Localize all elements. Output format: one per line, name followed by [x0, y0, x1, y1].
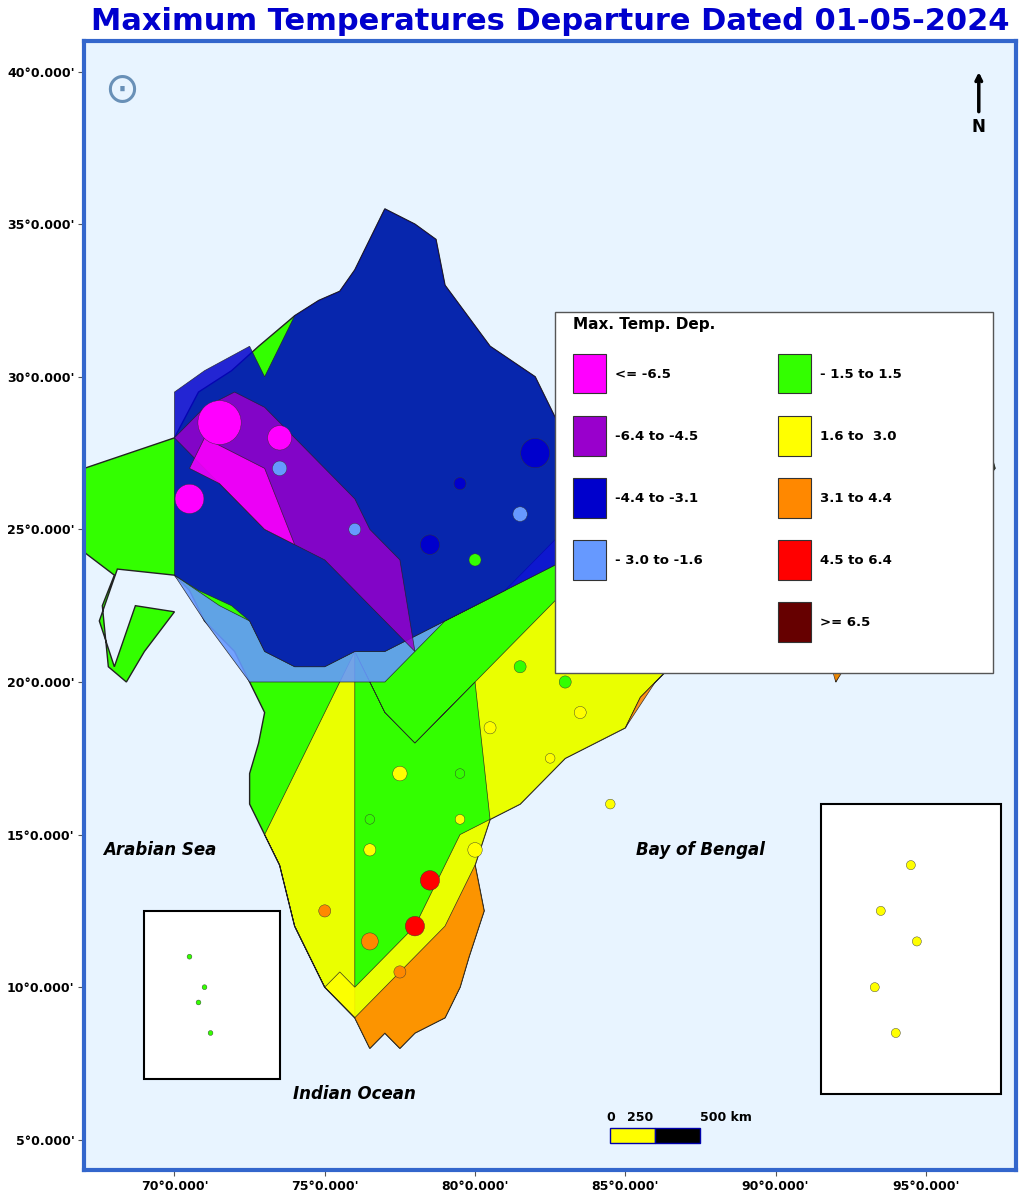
Text: N: N	[972, 118, 986, 136]
Circle shape	[634, 493, 647, 505]
Circle shape	[364, 844, 375, 856]
FancyBboxPatch shape	[779, 478, 811, 517]
Bar	[611, 1128, 656, 1142]
Text: Bay of Bengal: Bay of Bengal	[636, 841, 765, 859]
Circle shape	[521, 438, 549, 468]
Circle shape	[816, 524, 826, 534]
Circle shape	[361, 932, 379, 950]
Text: ⊙: ⊙	[104, 70, 139, 112]
Text: Max. Temp. Dep.: Max. Temp. Dep.	[574, 317, 716, 332]
Circle shape	[455, 815, 464, 824]
FancyBboxPatch shape	[574, 540, 606, 580]
Polygon shape	[265, 545, 791, 1018]
Circle shape	[484, 721, 496, 734]
Bar	[820, 804, 1002, 1094]
Polygon shape	[265, 820, 490, 1049]
Text: - 3.0 to -1.6: - 3.0 to -1.6	[616, 554, 703, 568]
Circle shape	[196, 1000, 201, 1004]
Polygon shape	[715, 575, 760, 620]
FancyBboxPatch shape	[779, 416, 811, 456]
Circle shape	[319, 905, 330, 917]
Circle shape	[455, 769, 464, 779]
Circle shape	[784, 476, 798, 491]
Circle shape	[197, 401, 241, 444]
Circle shape	[678, 599, 693, 613]
Circle shape	[875, 462, 887, 474]
FancyBboxPatch shape	[779, 354, 811, 394]
Circle shape	[268, 426, 292, 450]
Circle shape	[891, 1028, 900, 1038]
Circle shape	[861, 509, 871, 520]
FancyBboxPatch shape	[779, 540, 811, 580]
Circle shape	[619, 661, 631, 673]
Polygon shape	[175, 209, 746, 667]
Text: <= -6.5: <= -6.5	[616, 367, 671, 380]
Circle shape	[203, 985, 207, 990]
Circle shape	[208, 1031, 213, 1036]
Circle shape	[420, 535, 440, 554]
Text: 250: 250	[627, 1111, 654, 1124]
FancyBboxPatch shape	[779, 602, 811, 642]
Circle shape	[469, 554, 481, 566]
FancyBboxPatch shape	[574, 416, 606, 456]
Circle shape	[513, 506, 527, 522]
Circle shape	[545, 754, 555, 763]
Circle shape	[906, 494, 916, 504]
Circle shape	[349, 523, 361, 535]
Polygon shape	[625, 454, 986, 727]
Circle shape	[635, 647, 646, 656]
Circle shape	[175, 485, 204, 514]
FancyBboxPatch shape	[574, 478, 606, 517]
Circle shape	[951, 479, 961, 488]
Circle shape	[187, 954, 192, 959]
Polygon shape	[806, 407, 995, 652]
Text: 500 km: 500 km	[701, 1111, 752, 1124]
Circle shape	[394, 966, 406, 978]
Circle shape	[664, 614, 676, 628]
Circle shape	[365, 815, 374, 824]
Text: 1.6 to  3.0: 1.6 to 3.0	[820, 430, 897, 443]
Circle shape	[272, 461, 286, 475]
Polygon shape	[54, 209, 995, 1049]
Text: 4.5 to 6.4: 4.5 to 6.4	[820, 554, 892, 568]
Bar	[144, 911, 279, 1079]
Circle shape	[393, 767, 407, 781]
Circle shape	[515, 661, 526, 673]
Polygon shape	[189, 438, 295, 545]
Text: 0: 0	[606, 1111, 615, 1124]
Circle shape	[574, 707, 586, 719]
Circle shape	[420, 871, 440, 890]
Circle shape	[913, 937, 922, 946]
FancyBboxPatch shape	[574, 354, 606, 394]
Circle shape	[405, 917, 425, 936]
Text: -4.4 to -3.1: -4.4 to -3.1	[616, 492, 699, 505]
FancyBboxPatch shape	[554, 312, 992, 673]
Circle shape	[454, 478, 466, 490]
Polygon shape	[265, 835, 484, 1049]
Text: >= 6.5: >= 6.5	[820, 616, 871, 629]
Circle shape	[906, 860, 916, 870]
Text: -6.4 to -4.5: -6.4 to -4.5	[616, 430, 699, 443]
Text: - 1.5 to 1.5: - 1.5 to 1.5	[820, 367, 902, 380]
Bar	[656, 1128, 701, 1142]
Polygon shape	[175, 438, 746, 682]
Circle shape	[468, 842, 482, 857]
Circle shape	[720, 503, 742, 526]
Text: Arabian Sea: Arabian Sea	[102, 841, 216, 859]
Polygon shape	[730, 545, 806, 620]
Polygon shape	[175, 392, 415, 652]
Text: 3.1 to 4.4: 3.1 to 4.4	[820, 492, 892, 505]
Text: Indian Ocean: Indian Ocean	[294, 1085, 416, 1103]
Circle shape	[871, 983, 880, 991]
Title: Maximum Temperatures Departure Dated 01-05-2024: Maximum Temperatures Departure Dated 01-…	[91, 7, 1010, 36]
Circle shape	[727, 557, 763, 594]
Circle shape	[877, 906, 885, 916]
Circle shape	[560, 676, 571, 688]
Circle shape	[606, 799, 615, 809]
